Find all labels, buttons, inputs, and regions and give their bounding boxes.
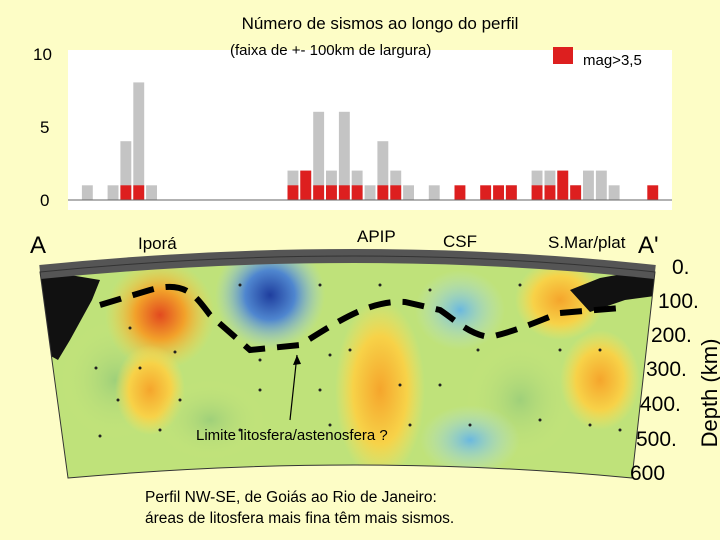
red-bar-39 xyxy=(570,185,582,200)
caption-line-1: Perfil NW-SE, de Goiás ao Rio de Janeiro… xyxy=(145,489,437,506)
gray-bar-26 xyxy=(403,185,414,200)
depth-tick-300: 300. xyxy=(646,358,687,381)
section-outline xyxy=(39,255,656,479)
red-bar-30 xyxy=(454,185,466,200)
figure-caption: Perfil NW-SE, de Goiás ao Rio de Janeiro… xyxy=(145,487,454,529)
red-bar-4 xyxy=(120,185,132,200)
red-bar-24 xyxy=(377,185,389,200)
profile-end-label: A' xyxy=(638,232,659,259)
annotation-leader-line xyxy=(289,354,298,421)
depth-tick-500: 500. xyxy=(636,428,677,451)
y-tick-5: 5 xyxy=(40,118,50,137)
depth-tick-100: 100. xyxy=(658,290,699,313)
velocity-anomaly-map xyxy=(40,256,655,478)
place-sao-mateus: S.Mar/plat xyxy=(548,233,626,252)
gray-bar-3 xyxy=(107,185,119,200)
place-csf: CSF xyxy=(443,232,477,251)
red-bar-17 xyxy=(287,185,299,200)
gray-bar-23 xyxy=(364,185,376,200)
chart-subtitle: (faixa de +- 100km de largura) xyxy=(230,42,432,59)
red-bar-19 xyxy=(313,185,325,200)
red-bar-32 xyxy=(480,185,492,200)
depth-tick-0: 0. xyxy=(672,256,690,279)
gray-bar-5 xyxy=(133,82,145,200)
red-bar-33 xyxy=(493,185,504,200)
red-bar-25 xyxy=(390,185,402,200)
plot-area xyxy=(68,50,672,210)
red-bar-series xyxy=(120,170,659,200)
red-bar-34 xyxy=(505,185,517,200)
red-bar-45 xyxy=(647,185,659,200)
depth-tick-200: 200. xyxy=(651,324,692,347)
annotation-arrowhead xyxy=(293,355,301,365)
place-apip: APIP xyxy=(357,227,396,246)
station-markers xyxy=(94,283,622,438)
gray-bar-6 xyxy=(146,185,157,200)
depth-tick-400: 400. xyxy=(640,393,681,416)
chart-title: Número de sismos ao longo do perfil xyxy=(241,14,519,33)
profile-start-label: A xyxy=(30,232,47,259)
lithosphere-annotation: Limite litosfera/astenosfera ? xyxy=(196,427,388,444)
gray-bar-41 xyxy=(595,170,607,200)
tomography-section xyxy=(39,249,656,479)
gray-bar-40 xyxy=(583,170,594,200)
legend-label: mag>3,5 xyxy=(583,52,642,69)
gray-bar-19 xyxy=(313,111,325,200)
histogram xyxy=(68,50,672,210)
red-bar-20 xyxy=(326,185,337,200)
depth-tick-600: 600 xyxy=(630,462,666,485)
red-bar-36 xyxy=(531,185,543,200)
red-bar-38 xyxy=(557,170,569,200)
lithosphere-boundary-line xyxy=(99,283,621,354)
gray-bar-24 xyxy=(377,141,389,200)
place-ipora: Iporá xyxy=(138,234,177,253)
red-bar-21 xyxy=(338,185,350,200)
gray-bar-1 xyxy=(81,185,93,200)
y-tick-0: 0 xyxy=(40,191,50,210)
gray-bar-21 xyxy=(338,111,350,200)
gray-bar-28 xyxy=(428,185,440,200)
red-bar-18 xyxy=(300,170,312,200)
caption-line-2: áreas de litosfera mais fina têm mais si… xyxy=(145,510,455,527)
red-bar-5 xyxy=(133,185,145,200)
red-bar-37 xyxy=(544,185,556,200)
legend-swatch xyxy=(553,47,573,64)
gray-bar-42 xyxy=(608,185,620,200)
gray-bar-4 xyxy=(120,141,132,200)
depth-axis-title: Depth (km) xyxy=(697,338,720,448)
y-tick-10: 10 xyxy=(33,45,52,64)
red-bar-22 xyxy=(351,185,363,200)
